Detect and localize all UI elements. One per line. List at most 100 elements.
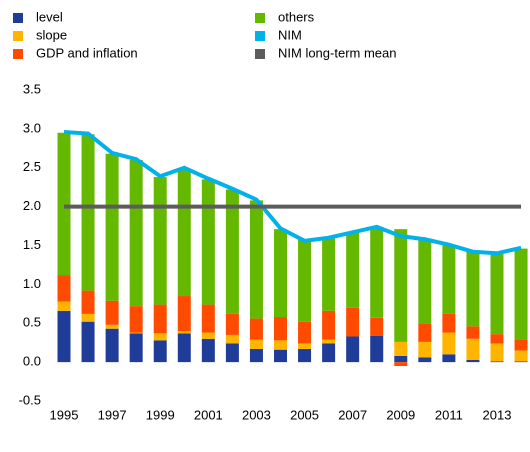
bar <box>153 177 167 305</box>
legend-label: level <box>36 9 63 24</box>
legend-swatch <box>13 13 23 23</box>
bar <box>442 313 456 333</box>
bar <box>249 318 263 340</box>
bar <box>249 200 263 319</box>
y-tick-label: 1.0 <box>23 276 41 291</box>
bar <box>81 321 95 363</box>
bar <box>514 350 528 362</box>
bar <box>274 340 287 350</box>
bar <box>442 332 456 355</box>
bar <box>298 348 312 363</box>
y-tick-label: 0.0 <box>23 354 41 369</box>
bar <box>153 340 167 363</box>
x-tick-label: 2009 <box>386 407 415 422</box>
bar <box>442 245 456 314</box>
bar <box>249 348 263 363</box>
bar <box>418 341 432 358</box>
bar <box>490 254 504 335</box>
bar <box>105 153 119 301</box>
bar <box>394 229 408 342</box>
bar <box>129 306 143 333</box>
bar <box>298 240 312 322</box>
bar <box>418 357 432 363</box>
legend-label: slope <box>36 27 67 42</box>
bar <box>201 338 215 363</box>
bar <box>514 361 528 363</box>
bar <box>466 326 480 339</box>
legend-swatch <box>13 31 23 41</box>
legend-label: NIM <box>278 27 302 42</box>
bar <box>466 251 480 327</box>
bar <box>81 134 95 291</box>
bar <box>322 339 336 344</box>
bar <box>370 317 384 336</box>
bar <box>514 339 528 351</box>
bar <box>298 321 312 344</box>
bar <box>57 132 71 276</box>
bar <box>490 361 504 363</box>
bar <box>370 226 384 318</box>
legend-swatch <box>255 13 265 23</box>
bar <box>201 332 215 339</box>
bar <box>153 333 167 341</box>
bar <box>274 229 287 318</box>
bar <box>466 338 480 360</box>
bar <box>225 343 239 363</box>
bar <box>249 339 263 349</box>
bar <box>466 359 480 363</box>
bar <box>129 159 143 307</box>
bar <box>201 179 215 305</box>
bar <box>418 240 432 324</box>
bar <box>346 307 360 337</box>
y-tick-label: 2.0 <box>23 198 41 213</box>
bar <box>129 332 143 334</box>
y-tick-label: 0.5 <box>23 315 41 330</box>
bar <box>490 334 504 344</box>
bar <box>394 362 408 367</box>
x-tick-label: 1997 <box>98 407 127 422</box>
x-tick-label: 2007 <box>338 407 367 422</box>
bar <box>177 331 191 334</box>
bar <box>57 310 71 363</box>
bar <box>322 343 336 363</box>
bar <box>153 304 167 334</box>
legend-label: GDP and inflation <box>36 45 138 60</box>
bar <box>57 301 71 311</box>
bar <box>225 313 239 335</box>
bar <box>370 335 384 363</box>
bar <box>514 248 528 340</box>
bar <box>225 189 239 314</box>
bar <box>298 343 312 349</box>
legend-swatch <box>255 31 265 41</box>
bar <box>177 168 191 297</box>
x-tick-label: 2013 <box>483 407 512 422</box>
bar <box>442 354 456 363</box>
y-tick-label: 2.5 <box>23 159 41 174</box>
bar <box>490 343 504 362</box>
bar <box>177 296 191 332</box>
bar <box>274 317 287 341</box>
bar <box>418 323 432 342</box>
x-tick-label: 1995 <box>50 407 79 422</box>
x-tick-label: 2003 <box>242 407 271 422</box>
bar <box>274 349 287 363</box>
bar <box>81 313 95 322</box>
legend-swatch <box>13 49 23 59</box>
bar <box>81 290 95 314</box>
legend-label: others <box>278 9 315 24</box>
bar <box>105 300 119 325</box>
bar <box>322 237 336 311</box>
legend-label: NIM long-term mean <box>278 45 396 60</box>
y-tick-label: -0.5 <box>19 392 41 407</box>
bar <box>394 355 408 363</box>
bar <box>105 324 119 329</box>
bar <box>105 328 119 363</box>
bar <box>394 341 408 356</box>
bar <box>346 336 360 363</box>
y-tick-label: 3.0 <box>23 120 41 135</box>
x-tick-label: 2001 <box>194 407 223 422</box>
bar <box>129 333 143 363</box>
bar <box>201 304 215 333</box>
bar <box>57 275 71 302</box>
